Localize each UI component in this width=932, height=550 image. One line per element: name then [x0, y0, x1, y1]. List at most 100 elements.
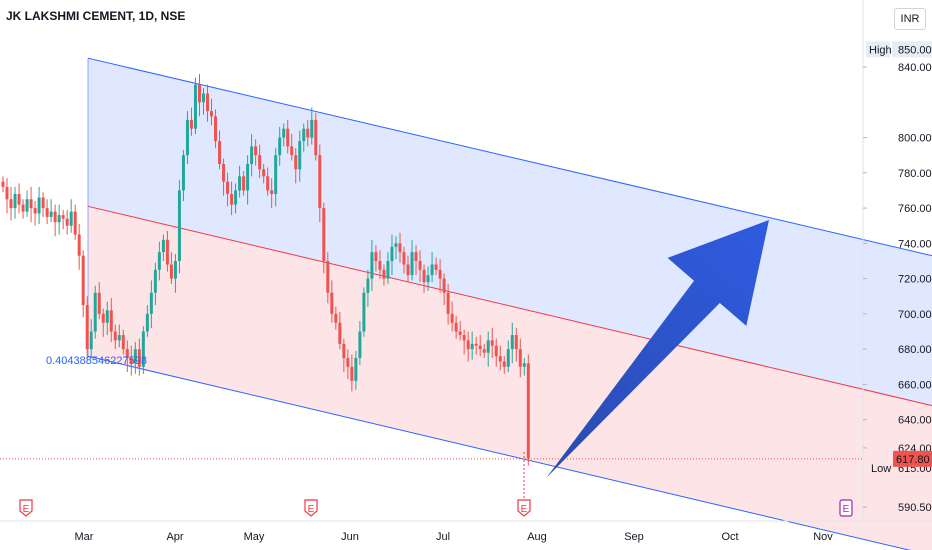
candle-body [193, 84, 197, 129]
candle-body [121, 335, 125, 350]
candle-body [258, 155, 262, 170]
time-tick-label: Sep [624, 531, 644, 543]
candle-body [250, 146, 254, 164]
candle-body [125, 349, 129, 358]
candle-body [77, 234, 81, 256]
candle-body [230, 193, 234, 205]
candle-body [286, 128, 290, 147]
candle-body [494, 345, 498, 357]
channel-lower-line [87, 355, 911, 550]
event-marker [517, 499, 531, 517]
candle-body [478, 345, 482, 350]
candle-body [310, 119, 314, 138]
candle-body [346, 357, 350, 367]
candle-body [326, 260, 330, 293]
candle-body [109, 310, 113, 332]
candle-body [1, 181, 5, 187]
candle-body [514, 335, 518, 350]
candle-body [45, 208, 49, 217]
candle-body [366, 278, 370, 293]
candle-body [145, 313, 149, 332]
candle-body [246, 163, 250, 191]
candle-body [101, 313, 105, 323]
candle-body [322, 208, 326, 261]
candle-body [242, 176, 246, 191]
candle-body [378, 260, 382, 270]
candle-body [334, 313, 338, 323]
candle-body [57, 215, 61, 223]
fib-level-label: 0.404388546227598 [46, 355, 147, 367]
candle-body [314, 119, 318, 156]
candle-body [274, 155, 278, 194]
candle-body [294, 155, 298, 170]
candle-body [117, 335, 121, 341]
candle-body [430, 264, 434, 276]
candle-body [362, 292, 366, 332]
candle-body [33, 208, 37, 214]
candle-body [169, 264, 173, 279]
candle-body [157, 252, 161, 270]
candle-body [29, 199, 33, 209]
time-tick-label: May [244, 531, 265, 543]
event-marker [304, 499, 318, 517]
candle-body [282, 128, 286, 138]
candle-body [53, 211, 57, 223]
candle-body [37, 197, 41, 214]
price-tick-label: 640.00 [898, 415, 932, 427]
symbol-title: JK LAKSHMI CEMENT, 1D, NSE [6, 9, 186, 23]
candle-body [197, 84, 201, 103]
price-tick-label: 760.00 [898, 203, 932, 215]
candle-body [41, 197, 45, 209]
candle-body [65, 218, 69, 226]
time-tick-label: Mar [75, 531, 94, 543]
candle-body [17, 193, 21, 205]
high-label-bg [866, 41, 890, 58]
currency-button[interactable]: INR [894, 8, 926, 30]
candle-body [185, 119, 189, 156]
candle-body [165, 239, 169, 265]
candle-body [161, 239, 165, 253]
candle-body [61, 215, 65, 219]
candle-body [342, 343, 346, 358]
candle-body [498, 356, 502, 362]
candle-body [450, 313, 454, 323]
candle-body [218, 141, 222, 164]
candle-body [402, 252, 406, 265]
candle-body [173, 260, 177, 279]
candle-body [418, 260, 422, 270]
candle-body [386, 260, 390, 279]
candle-body [21, 204, 25, 212]
candle-body [85, 305, 89, 350]
candle-body [398, 243, 402, 253]
last-price-label: 617.80 [896, 454, 930, 466]
candle-body [354, 357, 358, 381]
candle-body [394, 243, 398, 247]
candle-body [502, 361, 506, 367]
candle-body [210, 111, 214, 117]
price-tick-label: 680.00 [898, 344, 932, 356]
candle-body [474, 343, 478, 346]
price-tick-label: 840.00 [898, 62, 932, 74]
time-tick-label: Aug [527, 531, 547, 543]
candle-body [93, 292, 97, 332]
event-marker-label: E [23, 504, 30, 515]
candle-body [278, 137, 282, 156]
candle-body [226, 181, 230, 194]
candle-body [382, 269, 386, 279]
event-marker-label: E [521, 504, 528, 515]
candle-body [49, 211, 53, 217]
event-marker [839, 499, 853, 517]
time-tick-label: Jun [341, 531, 359, 543]
low-label: Low [871, 463, 891, 475]
event-marker [19, 499, 33, 517]
candle-body [330, 292, 334, 314]
candle-body [262, 169, 266, 177]
price-tick-label: 780.00 [898, 168, 932, 180]
candle-body [189, 119, 193, 129]
candle-body [149, 292, 153, 314]
candle-body [374, 252, 378, 261]
price-tick-label: 590.50 [898, 502, 932, 514]
event-marker-label: E [843, 504, 850, 515]
candle-body [370, 252, 374, 279]
